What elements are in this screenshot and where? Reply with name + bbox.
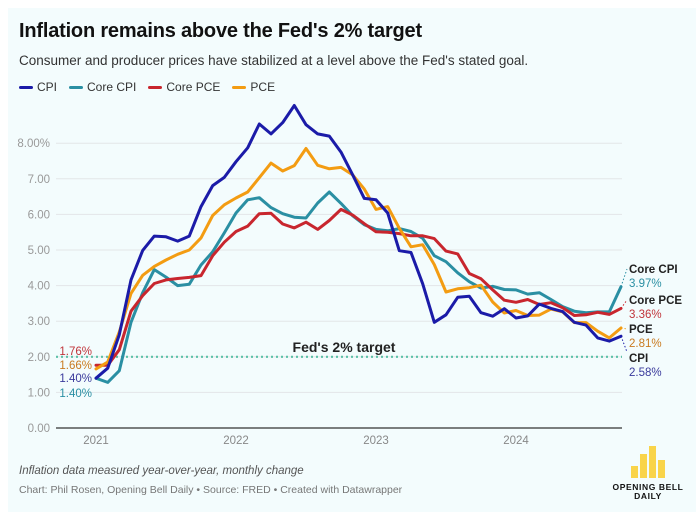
- end-label-name-core-pce: Core PCE: [629, 295, 682, 307]
- legend-swatch-pce: [232, 85, 247, 89]
- opening-bell-logo: OPENING BELL DAILY: [608, 440, 688, 501]
- x-tick-label: 2022: [223, 435, 249, 447]
- y-tick-label: 1.00: [28, 387, 50, 399]
- x-tick-label: 2023: [363, 435, 389, 447]
- legend-swatch-core-cpi: [69, 85, 84, 89]
- start-label-core-cpi: 1.40%: [59, 388, 92, 400]
- legend-label-core-cpi: Core CPI: [87, 80, 137, 94]
- end-label-name-core-cpi: Core CPI: [629, 264, 678, 276]
- legend-label-cpi: CPI: [37, 80, 58, 94]
- end-label-value-cpi: 2.58%: [629, 367, 662, 379]
- end-leader-cpi: [620, 335, 628, 353]
- y-tick-label: 5.00: [28, 245, 50, 257]
- chart-title: Inflation remains above the Fed's 2% tar…: [19, 20, 422, 42]
- chart-notes: Inflation data measured year-over-year, …: [19, 465, 304, 477]
- end-label-name-pce: PCE: [629, 324, 653, 336]
- chart-credits: Chart: Phil Rosen, Opening Bell Daily • …: [19, 484, 403, 496]
- fed-target-label: Fed's 2% target: [293, 339, 396, 355]
- x-tick-label: 2021: [83, 435, 109, 447]
- start-label-cpi: 1.40%: [59, 373, 92, 385]
- y-tick-label: 3.00: [28, 316, 50, 328]
- end-label-value-core-pce: 3.36%: [629, 309, 662, 321]
- legend-swatch-cpi: [19, 85, 33, 89]
- end-leader-pce: [620, 327, 628, 330]
- y-tick-label: 2.00: [28, 352, 50, 364]
- y-tick-label: 4.00: [28, 281, 50, 293]
- series-line-cpi: [94, 104, 623, 380]
- legend-label-pce: PCE: [250, 80, 276, 94]
- end-leader-core-cpi: [620, 268, 628, 287]
- legend: CPI Core CPI Core PCE PCE: [19, 80, 275, 94]
- end-leader-core-pce: [620, 299, 628, 309]
- legend-item-cpi[interactable]: CPI: [19, 80, 57, 94]
- series-line-pce: [94, 147, 623, 371]
- y-tick-label: 8.00%: [17, 138, 50, 150]
- legend-label-core-pce: Core PCE: [166, 80, 221, 94]
- y-tick-label: 6.00: [28, 209, 50, 221]
- end-label-name-cpi: CPI: [629, 353, 648, 365]
- legend-item-pce[interactable]: PCE: [232, 80, 275, 94]
- logo-line-2: DAILY: [634, 491, 662, 501]
- series-line-core-pce: [94, 207, 623, 367]
- x-tick-label: 2024: [503, 435, 529, 447]
- logo-line-1: OPENING BELL: [612, 482, 684, 492]
- y-tick-label: 7.00: [28, 174, 50, 186]
- end-label-value-pce: 2.81%: [629, 338, 662, 350]
- legend-item-core-cpi[interactable]: Core CPI: [69, 80, 136, 94]
- logo-text: OPENING BELL DAILY: [608, 483, 688, 501]
- legend-item-core-pce[interactable]: Core PCE: [148, 80, 220, 94]
- start-label-core-pce: 1.76%: [59, 346, 92, 358]
- legend-swatch-core-pce: [148, 85, 163, 89]
- start-label-pce: 1.66%: [59, 360, 92, 372]
- chart-subtitle: Consumer and producer prices have stabil…: [19, 53, 529, 68]
- bar-chart-logo-icon: [631, 446, 665, 478]
- y-tick-label: 0.00: [28, 423, 50, 435]
- end-label-value-core-cpi: 3.97%: [629, 278, 662, 290]
